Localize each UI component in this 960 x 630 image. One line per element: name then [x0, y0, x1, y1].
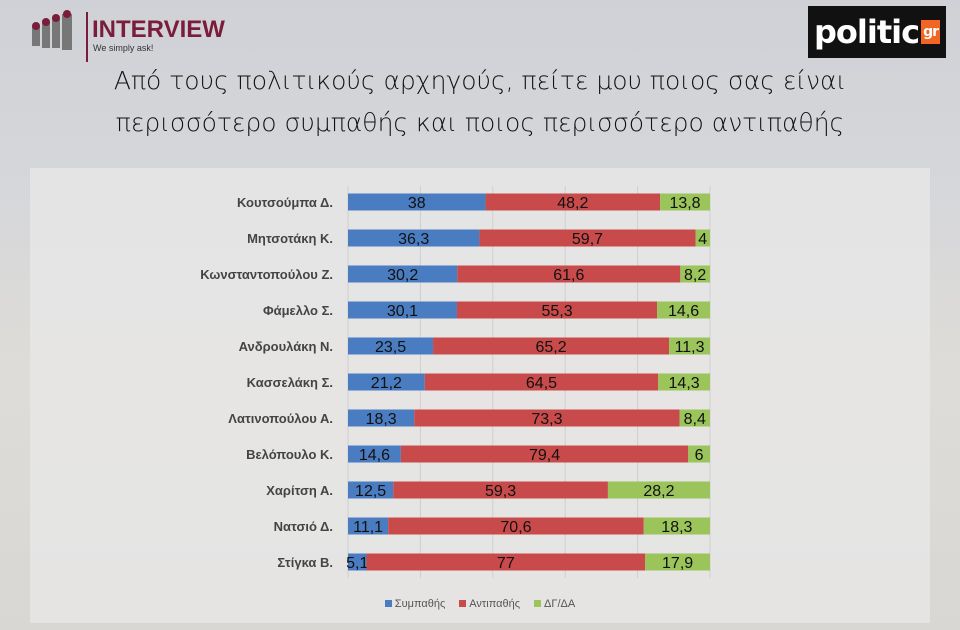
data-label: 73,3: [531, 411, 562, 428]
category-label: Βελόπουλο Κ.: [246, 447, 333, 462]
bar-segment: [424, 373, 659, 391]
bar-segment: [366, 553, 646, 571]
data-label: 18,3: [661, 519, 692, 536]
brand-name: INTERVIEW: [92, 16, 225, 43]
legend-swatch: [459, 600, 467, 607]
data-label: 12,5: [355, 483, 386, 500]
bar-segment: [414, 409, 680, 427]
legend-label: Αντιπαθής: [469, 598, 521, 610]
politic-logo: politic gr: [808, 6, 946, 58]
bar-segment: [348, 553, 367, 571]
brand-tagline: We simply ask!: [93, 43, 154, 53]
bar-segment: [658, 373, 710, 391]
data-label: 48,2: [557, 195, 588, 212]
category-label: Χαρίτση Α.: [266, 483, 333, 498]
bar-segment: [669, 337, 710, 355]
legend: Συμπαθής Αντιπαθής ΔΓ/ΔΑ: [0, 598, 960, 610]
logo-bars-icon: [32, 10, 88, 62]
bar-segment: [607, 481, 710, 499]
bar-segment: [348, 301, 457, 319]
data-label: 18,3: [366, 411, 397, 428]
legend-item: ΔΓ/ΔΑ: [534, 598, 575, 610]
category-label: Κασσελάκη Σ.: [247, 375, 333, 390]
data-label: 21,2: [371, 375, 402, 392]
data-label: 6: [695, 447, 704, 464]
data-label: 77: [497, 555, 515, 572]
bar-segment: [348, 193, 486, 211]
bar-segment: [688, 445, 710, 463]
bar-segment: [393, 481, 608, 499]
bar-segment: [348, 373, 425, 391]
data-label: 55,3: [541, 303, 572, 320]
bar-segment: [679, 409, 710, 427]
data-label: 64,5: [526, 375, 557, 392]
category-label: Νατσιό Δ.: [274, 519, 333, 534]
data-label: 65,2: [536, 339, 567, 356]
data-label: 30,1: [387, 303, 418, 320]
data-label: 36,3: [398, 231, 429, 248]
category-label: Ανδρουλάκη Ν.: [239, 339, 333, 354]
bar-segment: [645, 553, 710, 571]
bar-segment: [388, 517, 644, 535]
bar-segment: [348, 265, 458, 283]
category-label: Μητσοτάκη Κ.: [247, 231, 333, 246]
data-label: 61,6: [553, 267, 584, 284]
data-label: 17,9: [662, 555, 693, 572]
data-label: 28,2: [643, 483, 674, 500]
bar-segment: [348, 517, 389, 535]
category-label: Λατινοπούλου Α.: [228, 411, 333, 426]
legend-label: ΔΓ/ΔΑ: [544, 598, 576, 610]
bar-segment: [479, 229, 696, 247]
bar-segment: [348, 229, 480, 247]
data-label: 14,3: [669, 375, 700, 392]
bar-segment: [348, 445, 401, 463]
data-label: 23,5: [375, 339, 406, 356]
bar-segment: [457, 265, 681, 283]
bar-segment: [348, 409, 415, 427]
data-label: 5,1: [346, 555, 368, 572]
data-label: 30,2: [387, 267, 418, 284]
legend-item: Αντιπαθής: [459, 598, 520, 610]
bar-segment: [695, 229, 710, 247]
category-label: Κουτσούμπα Δ.: [237, 195, 333, 210]
bar-segment: [348, 481, 394, 499]
bar-segment: [400, 445, 689, 463]
category-label: Στίγκα Β.: [277, 555, 333, 570]
bar-segment: [643, 517, 710, 535]
data-label: 13,8: [669, 195, 700, 212]
bar-segment: [348, 337, 434, 355]
legend-swatch: [384, 600, 392, 607]
data-label: 11,1: [353, 519, 383, 536]
bar-segment: [660, 193, 710, 211]
chart-title: Από τους πολιτικούς αρχηγούς, πείτε μου …: [113, 66, 847, 137]
bar-segment: [433, 337, 670, 355]
data-label: 70,6: [500, 519, 531, 536]
category-label: Κωνσταντοπούλου Ζ.: [200, 267, 333, 282]
data-label: 14,6: [359, 447, 390, 464]
legend-item: Συμπαθής: [384, 598, 446, 610]
data-label: 8,4: [684, 411, 706, 428]
data-label: 38: [408, 195, 426, 212]
bar-segment: [657, 301, 710, 319]
category-label: Φάμελλο Σ.: [263, 303, 333, 318]
bar-segment: [680, 265, 710, 283]
data-label: 14,6: [668, 303, 699, 320]
legend-label: Συμπαθής: [394, 598, 446, 610]
bar-segment: [456, 301, 658, 319]
legend-swatch: [534, 600, 542, 607]
data-label: 11,3: [675, 339, 705, 356]
data-label: 4: [698, 231, 707, 248]
data-label: 79,4: [529, 447, 560, 464]
data-label: 8,2: [684, 267, 706, 284]
bar-segment: [485, 193, 661, 211]
data-label: 59,3: [485, 483, 516, 500]
data-label: 59,7: [572, 231, 603, 248]
